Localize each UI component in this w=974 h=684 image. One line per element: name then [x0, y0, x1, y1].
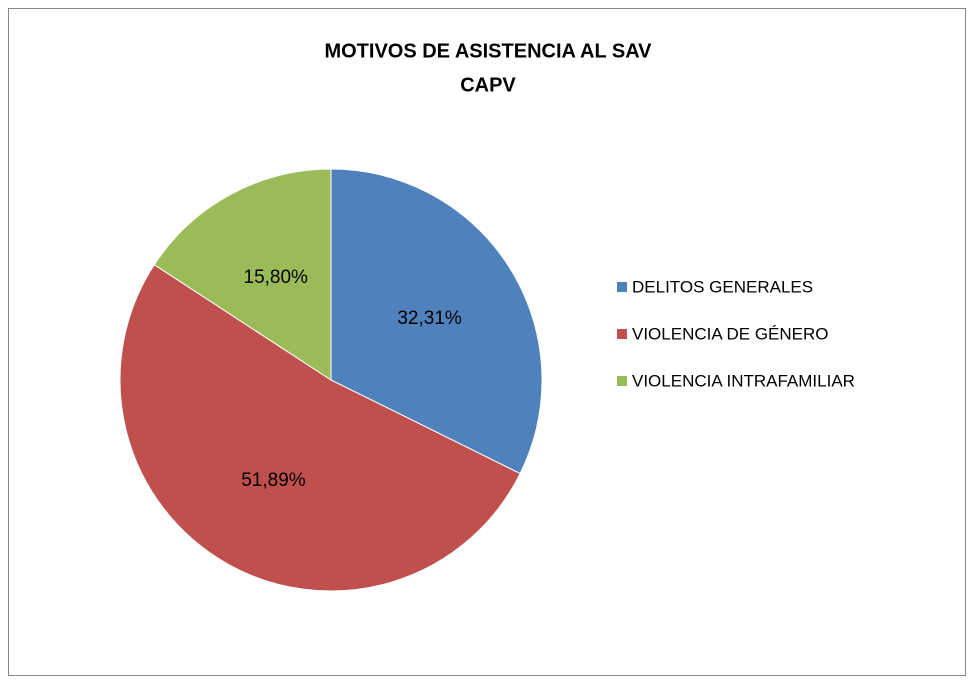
legend-swatch [617, 376, 627, 386]
legend-swatch [617, 329, 627, 339]
pie-slice [119, 264, 521, 592]
legend-swatch [617, 282, 627, 292]
pie-slice [153, 168, 332, 381]
data-label: 51,89% [241, 470, 306, 491]
pie-slice [330, 168, 543, 475]
data-label: 15,80% [244, 267, 309, 288]
legend-label: VIOLENCIA DE GÉNERO [632, 324, 829, 343]
data-label: 32,31% [397, 308, 462, 329]
legend-label: DELITOS GENERALES [632, 277, 813, 296]
chart-title: CAPV [460, 74, 516, 96]
chart-title: MOTIVOS DE ASISTENCIA AL SAV [324, 40, 652, 62]
legend-label: VIOLENCIA INTRAFAMILIAR [632, 371, 855, 390]
